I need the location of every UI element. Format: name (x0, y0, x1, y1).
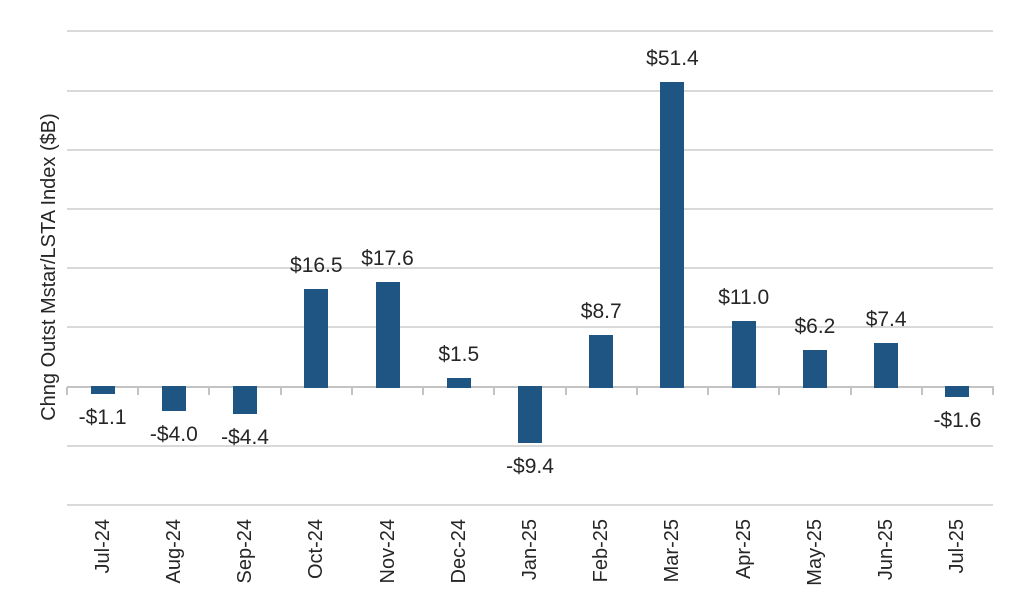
bar (945, 385, 970, 397)
bar (304, 288, 329, 389)
axis-tick (778, 386, 781, 395)
bar-value-label: -$4.0 (149, 423, 198, 447)
axis-tick (849, 386, 852, 395)
axis-tick (66, 386, 68, 395)
bar-value-label: $16.5 (290, 253, 343, 277)
bar-value-label: -$9.4 (506, 455, 554, 479)
bar-value-label: -$4.4 (221, 425, 269, 449)
bar (660, 82, 685, 389)
axis-tick (422, 386, 425, 395)
category-label: May-25 (803, 519, 826, 586)
bar (802, 349, 827, 389)
gridline (67, 444, 993, 447)
bar (90, 385, 115, 394)
bar (446, 377, 471, 389)
axis-tick (635, 386, 638, 395)
axis-tick (279, 386, 282, 395)
bar-value-label: $1.5 (438, 342, 480, 366)
category-label: Sep-24 (234, 519, 257, 584)
axis-tick (137, 386, 140, 395)
category-label: Feb-25 (590, 519, 613, 583)
category-label: Jul-25 (946, 519, 969, 574)
bar-value-label: $17.6 (361, 247, 414, 271)
gridline (67, 148, 993, 151)
bar-value-label: -$1.6 (933, 408, 982, 432)
bar-value-label: -$1.1 (78, 406, 127, 429)
category-label: Jan-25 (519, 519, 541, 581)
bar (233, 385, 258, 414)
bar-value-label: $11.0 (718, 286, 770, 310)
axis-tick (707, 386, 710, 395)
axis-tick (992, 386, 994, 395)
axis-tick (493, 386, 496, 395)
axis-tick (564, 386, 567, 395)
category-label: Apr-25 (732, 519, 755, 580)
axis-tick (208, 386, 211, 395)
category-label: Aug-24 (162, 519, 185, 584)
gridline (67, 267, 993, 270)
gridline (67, 30, 993, 33)
y-axis-title: Chng Outst Mstar/LSTA Index ($B) (38, 113, 60, 421)
gridline (67, 326, 993, 329)
bar (589, 335, 614, 389)
bar (731, 321, 756, 389)
bar-value-label: $8.7 (580, 300, 622, 324)
category-label: Jul-24 (91, 519, 114, 574)
axis-tick (350, 386, 353, 395)
bar-value-label: $7.4 (865, 307, 907, 331)
bar (161, 385, 186, 412)
bar (375, 282, 400, 389)
category-label: Jun-25 (875, 519, 898, 581)
axis-tick (920, 386, 923, 395)
category-label: Mar-25 (661, 519, 684, 583)
gridline (67, 503, 993, 506)
gridline (67, 207, 993, 210)
bar (874, 342, 899, 389)
bar-value-label: $6.2 (794, 314, 836, 338)
category-label: Nov-24 (376, 519, 399, 584)
category-label: Oct-24 (305, 519, 328, 580)
category-label: Dec-24 (447, 519, 470, 584)
gridline (67, 89, 993, 92)
bar (518, 385, 542, 444)
bar-value-label: $51.4 (646, 47, 699, 71)
